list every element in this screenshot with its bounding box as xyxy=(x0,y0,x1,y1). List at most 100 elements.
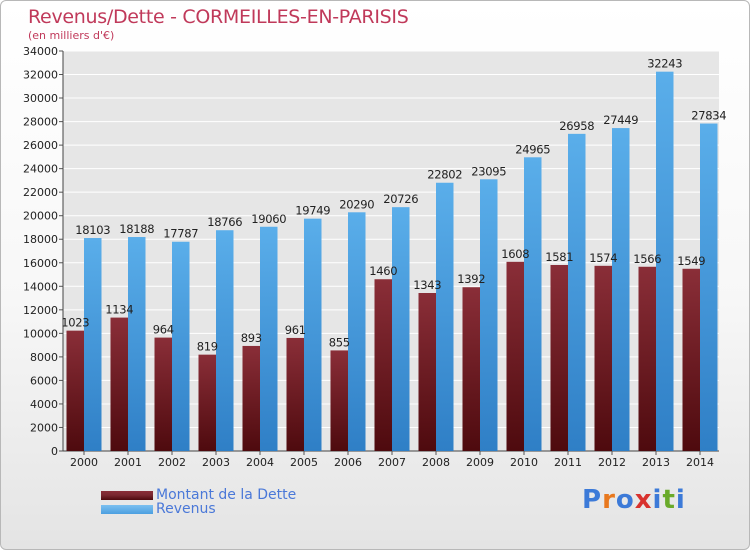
data-label-dette: 855 xyxy=(329,335,350,349)
y-tick-label: 30000 xyxy=(23,92,58,105)
x-tick-label: 2007 xyxy=(378,456,406,469)
bar-dette xyxy=(154,337,172,451)
x-tick-label: 2012 xyxy=(598,456,626,469)
y-tick-label: 10000 xyxy=(23,327,58,340)
bar-dette xyxy=(594,265,612,451)
data-label-revenus: 20726 xyxy=(383,192,418,206)
data-label-dette: 1134 xyxy=(105,303,133,317)
y-tick-label: 24000 xyxy=(23,163,58,176)
x-tick-label: 2010 xyxy=(510,456,538,469)
bar-revenus xyxy=(348,212,366,451)
y-tick-label: 0 xyxy=(51,445,58,458)
data-label-revenus: 18188 xyxy=(119,222,154,236)
y-tick-label: 32000 xyxy=(23,69,58,82)
y-tick-label: 18000 xyxy=(23,233,58,246)
y-tick-label: 26000 xyxy=(23,139,58,152)
bar-revenus xyxy=(84,238,102,451)
data-label-revenus: 27449 xyxy=(603,113,638,127)
bar-revenus xyxy=(700,123,718,452)
x-tick-label: 2000 xyxy=(70,456,98,469)
bar-revenus xyxy=(612,128,630,451)
bar-dette xyxy=(550,265,568,451)
bar-revenus xyxy=(524,157,542,451)
x-tick-label: 2011 xyxy=(554,456,582,469)
data-label-revenus: 26958 xyxy=(559,119,594,133)
data-label-revenus: 19749 xyxy=(295,204,330,218)
logo-letter: o xyxy=(615,485,635,515)
x-tick-label: 2008 xyxy=(422,456,450,469)
bar-dette xyxy=(286,337,304,451)
bar-dette xyxy=(462,287,480,451)
data-label-revenus: 20290 xyxy=(339,197,374,211)
data-label-dette: 964 xyxy=(153,323,174,337)
data-label-dette: 1581 xyxy=(545,250,573,264)
x-tick-label: 2001 xyxy=(114,456,142,469)
data-label-dette: 1392 xyxy=(457,272,485,286)
data-label-revenus: 32243 xyxy=(647,57,682,71)
x-tick-label: 2003 xyxy=(202,456,230,469)
bar-revenus xyxy=(436,182,454,451)
y-tick-label: 12000 xyxy=(23,304,58,317)
y-tick-label: 28000 xyxy=(23,116,58,129)
y-tick-label: 14000 xyxy=(23,280,58,293)
data-label-dette: 1566 xyxy=(633,252,661,266)
bar-dette xyxy=(374,279,392,451)
x-tick-label: 2014 xyxy=(686,456,714,469)
bar-dette xyxy=(330,350,348,451)
logo-letter: x xyxy=(634,485,653,515)
bar-dette xyxy=(418,293,436,451)
y-tick-label: 22000 xyxy=(23,186,58,199)
data-label-revenus: 19060 xyxy=(251,212,286,226)
chart-subtitle: (en milliers d'€) xyxy=(28,29,115,42)
bar-revenus xyxy=(392,207,410,451)
y-tick-label: 2000 xyxy=(30,421,58,434)
bar-revenus xyxy=(304,218,322,451)
data-label-revenus: 27834 xyxy=(691,109,726,123)
data-label-dette: 961 xyxy=(285,323,306,337)
data-label-dette: 1343 xyxy=(413,278,441,292)
data-label-dette: 1608 xyxy=(501,247,529,261)
logo-letter: t xyxy=(662,485,676,515)
bar-revenus xyxy=(656,71,674,451)
legend-label-dette: Montant de la Dette xyxy=(156,487,297,503)
bar-dette xyxy=(198,354,216,451)
data-label-revenus: 22802 xyxy=(427,168,462,182)
y-tick-label: 4000 xyxy=(30,398,58,411)
data-label-revenus: 23095 xyxy=(471,164,506,178)
bar-revenus xyxy=(480,179,498,451)
legend-label-revenus: Revenus xyxy=(156,501,216,517)
bar-revenus xyxy=(128,237,146,451)
logo-letter: r xyxy=(602,485,616,515)
x-tick-label: 2002 xyxy=(158,456,186,469)
logo-letter: i xyxy=(652,485,663,515)
chart-title: Revenus/Dette - CORMEILLES-EN-PARISIS xyxy=(28,6,409,28)
data-label-dette: 893 xyxy=(241,331,262,345)
logo-letter: P xyxy=(582,485,603,515)
y-tick-label: 8000 xyxy=(30,351,58,364)
y-tick-label: 16000 xyxy=(23,257,58,270)
bar-revenus xyxy=(260,226,278,451)
bar-dette xyxy=(506,261,524,451)
bar-revenus xyxy=(568,133,586,452)
bar-dette xyxy=(682,268,700,451)
data-label-dette: 1023 xyxy=(61,316,89,330)
x-tick-label: 2009 xyxy=(466,456,494,469)
data-label-dette: 1549 xyxy=(677,254,705,268)
proxiti-logo: Proxiti xyxy=(582,485,686,515)
x-tick-label: 2013 xyxy=(642,456,670,469)
data-label-revenus: 18103 xyxy=(75,223,110,237)
legend-swatch-dette xyxy=(101,491,153,500)
logo-letter: i xyxy=(675,485,686,515)
y-tick-label: 6000 xyxy=(30,374,58,387)
legend-swatch-revenus xyxy=(101,505,153,514)
bar-revenus xyxy=(216,230,234,451)
x-tick-label: 2004 xyxy=(246,456,274,469)
x-tick-label: 2005 xyxy=(290,456,318,469)
data-label-dette: 1460 xyxy=(369,264,397,278)
x-tick-label: 2006 xyxy=(334,456,362,469)
bar-dette xyxy=(638,266,656,451)
bar-dette xyxy=(110,317,128,451)
data-label-dette: 1574 xyxy=(589,251,617,265)
